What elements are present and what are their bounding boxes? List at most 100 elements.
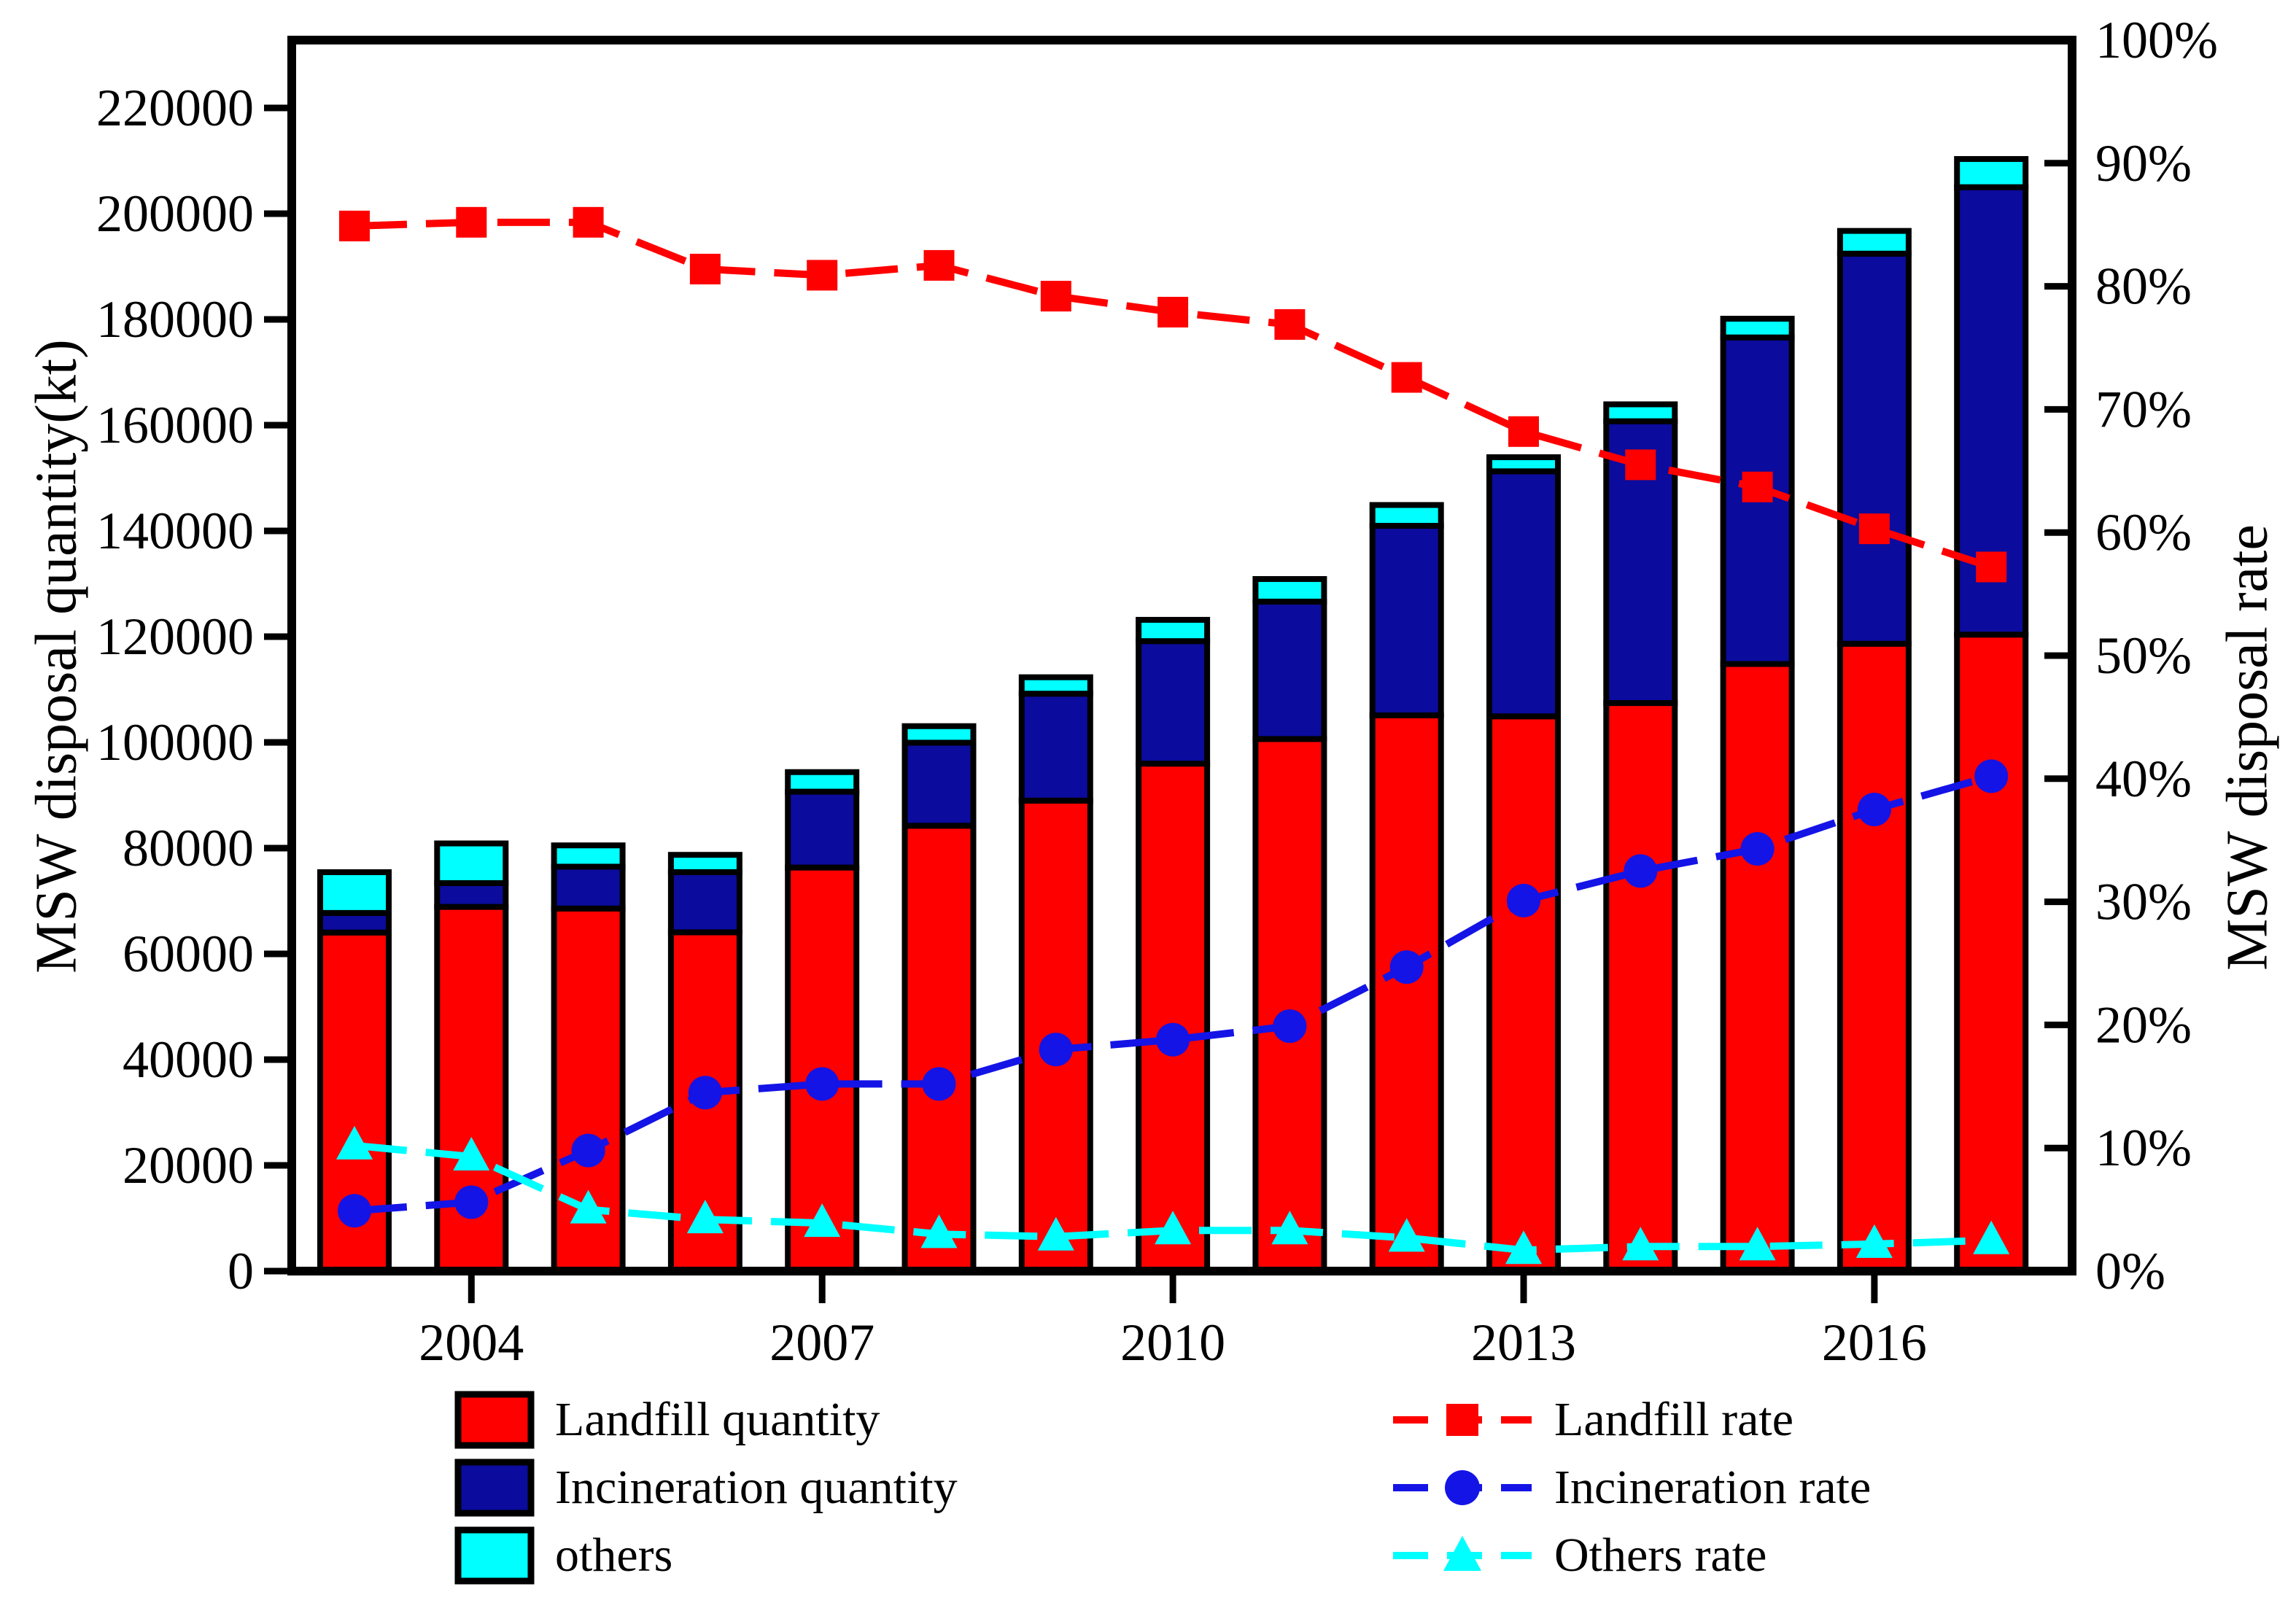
axes-group: 0 20000 40000 60000 80000 100000 120000 140000 1… [96,11,2218,1372]
marker-others-rate-2006 [686,1200,724,1234]
marker-others-rate-2012 [1388,1218,1425,1252]
bar-segment-incineration-quantity-2006 [667,869,742,936]
right-axis-tick-label: 90% [2095,134,2192,193]
bar-segment-others-2017 [1954,156,2029,190]
left-axis-tick-label: 80000 [123,819,254,877]
bar-segment-incineration-quantity-2011 [1252,598,1327,742]
legend-entry-others-rate: Others rate [1389,1526,2192,1585]
bar-segment-incineration-quantity-2007 [785,788,860,871]
bar-segment-others-2008 [901,723,977,746]
left-axis-tick-label: 100000 [96,713,254,772]
legend-entry-others: others [454,1526,1366,1585]
left-axis-tick-label: 0 [228,1242,254,1300]
bar-segment-incineration-quantity-2004 [434,879,509,910]
others-swatch-icon [454,1526,535,1585]
landfill-rate-marker-icon [1393,1404,1532,1436]
marker-others-rate-2010 [1155,1211,1192,1245]
marker-incineration-rate-2004 [454,1185,489,1219]
left-axis-tick-label: 60000 [123,925,254,983]
marker-landfill-rate-2017 [1976,551,2007,583]
marker-others-rate-2003 [336,1125,373,1160]
right-axis-tick-label: 50% [2095,626,2192,685]
right-axis-tick-label: 100% [2095,11,2218,69]
bar-segment-landfill-quantity-2015 [1720,661,1795,1274]
marker-others-rate-2017 [1973,1220,2010,1254]
bar-segment-landfill-quantity-2016 [1837,640,1912,1274]
incineration-rate-marker-icon [1393,1470,1532,1505]
marker-others-rate-2013 [1505,1230,1542,1265]
bars-group [317,156,2029,1275]
marker-landfill-rate-2012 [1391,362,1422,393]
bar-segment-others-2011 [1252,575,1327,605]
marker-landfill-rate-2008 [923,249,955,281]
legend-entry-incineration-rate: Incineration rate [1389,1459,2192,1517]
bar-segment-landfill-quantity-2013 [1486,713,1561,1274]
left-axis-tick-label: 180000 [96,290,254,349]
bar-segment-others-2012 [1369,502,1444,529]
bar-segment-landfill-quantity-2010 [1136,761,1211,1274]
right-axis-title: MSW disposal rate [2215,524,2280,971]
bar-segment-others-2015 [1720,316,1795,341]
marker-landfill-rate-2015 [1742,471,1773,502]
marker-others-rate-2007 [804,1203,841,1238]
right-axis-tick-label: 70% [2095,380,2192,438]
landfill-quantity-swatch-icon [454,1391,535,1449]
right-axis-tick-label: 10% [2095,1119,2192,1177]
left-axis-tick-label: 120000 [96,607,254,666]
legend-label-landfill-quantity: Landfill quantity [555,1393,880,1446]
bar-segment-others-2007 [785,769,860,795]
x-axis-tick-label: 2016 [1822,1313,1927,1372]
bar-segment-others-2003 [317,869,392,916]
x-axis-tick-label: 2007 [769,1313,874,1372]
marker-landfill-rate-2006 [689,253,721,284]
marker-landfill-rate-2003 [339,210,370,241]
legend-label-landfill-rate: Landfill rate [1554,1393,1794,1446]
bar-segment-others-2005 [551,842,626,870]
marker-incineration-rate-2013 [1507,883,1540,917]
left-axis-tick-label: 220000 [96,79,254,137]
bar-segment-others-2009 [1018,674,1093,697]
incineration-quantity-swatch-icon [454,1459,535,1517]
marker-others-rate-2015 [1739,1227,1776,1261]
bar-segment-incineration-quantity-2010 [1136,638,1211,767]
marker-landfill-rate-2010 [1157,297,1189,328]
marker-others-rate-2009 [1037,1216,1074,1251]
marker-landfill-rate-2011 [1274,308,1306,340]
bar-segment-incineration-quantity-2003 [317,909,392,936]
bar-segment-landfill-quantity-2014 [1603,700,1678,1274]
bar-segment-incineration-quantity-2012 [1369,523,1444,718]
legend-label-incineration-quantity: Incineration quantity [555,1461,958,1514]
marker-incineration-rate-2008 [922,1067,956,1101]
legend-label-others-rate: Others rate [1554,1529,1767,1582]
bar-segment-others-2013 [1486,454,1561,475]
right-axis-tick-label: 40% [2095,750,2192,808]
others-rate-marker-icon [1393,1536,1532,1571]
bar-segment-landfill-quantity-2011 [1252,736,1327,1274]
marker-landfill-rate-2007 [807,260,838,291]
marker-incineration-rate-2012 [1389,950,1424,985]
bar-segment-incineration-quantity-2013 [1486,468,1561,720]
rate-markers-group [336,206,2010,1265]
marker-landfill-rate-2004 [456,206,487,238]
left-axis-tick-label: 140000 [96,502,254,560]
marker-incineration-rate-2007 [805,1067,839,1101]
bar-segment-others-2014 [1603,401,1678,424]
bar-segment-incineration-quantity-2005 [551,863,626,912]
marker-incineration-rate-2015 [1740,832,1775,866]
x-axis-tick-label: 2013 [1471,1313,1576,1372]
right-axis-tick-label: 0% [2095,1242,2165,1300]
marker-others-rate-2004 [453,1137,490,1171]
left-axis-title: MSW disposal quantity(kt) [24,339,89,974]
marker-landfill-rate-2016 [1858,513,1890,545]
marker-incineration-rate-2014 [1624,854,1658,888]
marker-others-rate-2008 [920,1214,958,1248]
marker-others-rate-2014 [1622,1227,1659,1261]
legend-label-others: others [555,1529,673,1582]
right-axis-tick-label: 60% [2095,503,2192,562]
bar-segment-landfill-quantity-2008 [901,823,977,1274]
marker-incineration-rate-2010 [1156,1022,1190,1057]
legend-entry-landfill-rate: Landfill rate [1389,1391,2192,1449]
right-axis-tick-label: 30% [2095,873,2192,931]
left-axis-tick-label: 40000 [123,1030,254,1089]
